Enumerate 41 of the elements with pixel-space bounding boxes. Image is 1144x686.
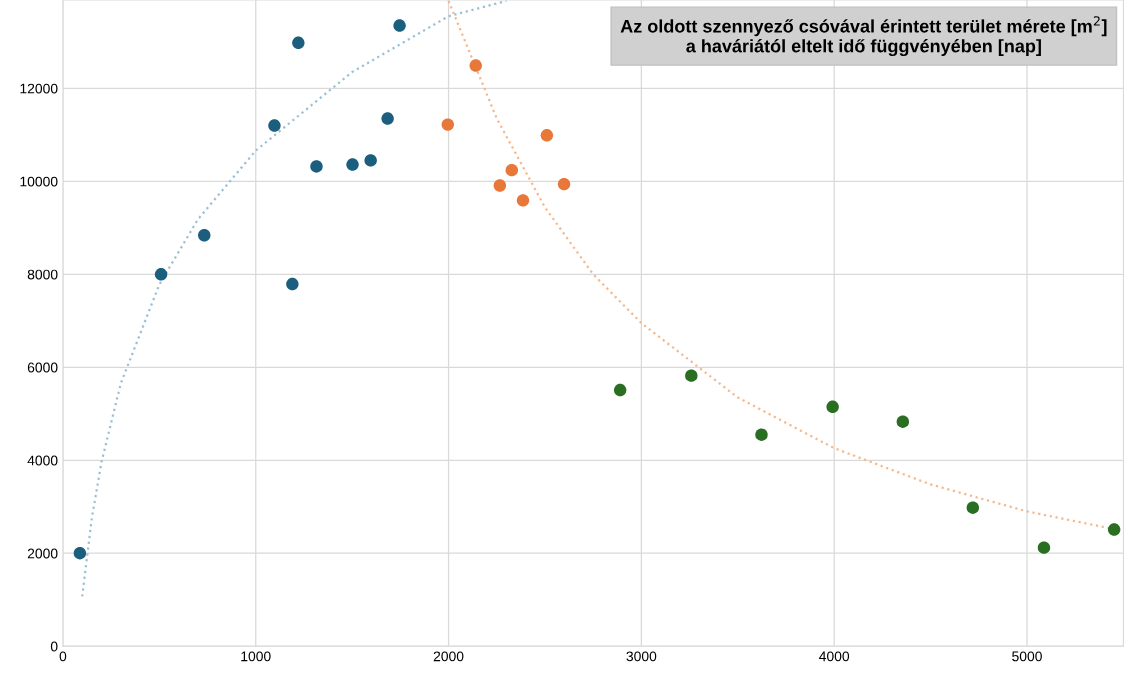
point bbox=[346, 158, 359, 171]
x-tick-label: 2000 bbox=[433, 651, 464, 662]
point bbox=[286, 277, 299, 291]
point bbox=[198, 229, 211, 242]
x-tick-label: 0 bbox=[59, 651, 67, 662]
point bbox=[469, 59, 482, 72]
x-tick-label: 3000 bbox=[626, 651, 657, 662]
point bbox=[393, 19, 406, 32]
point bbox=[381, 112, 394, 125]
point bbox=[292, 36, 305, 49]
point bbox=[441, 118, 454, 131]
y-tick-label: 6000 bbox=[27, 362, 58, 373]
point bbox=[154, 268, 168, 281]
point bbox=[505, 163, 519, 177]
point bbox=[896, 415, 910, 428]
point bbox=[966, 501, 980, 514]
chart-title: Az oldott szennyező csóvával érintett terület mérete [m$^{2}$] a haváriától eltelt idő függvényében [nap] bbox=[620, 16, 1107, 57]
y-tick-label: 4000 bbox=[27, 455, 58, 466]
point bbox=[540, 129, 554, 142]
point bbox=[755, 428, 768, 441]
y-tick-label: 12000 bbox=[20, 83, 58, 94]
point bbox=[310, 160, 323, 173]
x-tick-label: 1000 bbox=[241, 651, 271, 662]
y-tick-label: 10000 bbox=[20, 176, 58, 187]
point bbox=[826, 400, 839, 413]
point bbox=[613, 383, 627, 397]
y-tick-label: 0 bbox=[50, 641, 58, 652]
point bbox=[73, 547, 87, 560]
x-tick-label: 4000 bbox=[819, 651, 850, 662]
line-series bbox=[81, 0, 508, 598]
point bbox=[364, 154, 377, 167]
point bbox=[1107, 523, 1121, 536]
point bbox=[685, 369, 698, 382]
point bbox=[1037, 541, 1051, 554]
y-tick-label: 8000 bbox=[27, 269, 58, 280]
y-tick-label: 2000 bbox=[27, 548, 58, 559]
point bbox=[268, 119, 281, 132]
x-tick-label: 5000 bbox=[1012, 651, 1042, 662]
point bbox=[557, 177, 571, 191]
point bbox=[493, 179, 507, 192]
point bbox=[516, 194, 530, 207]
